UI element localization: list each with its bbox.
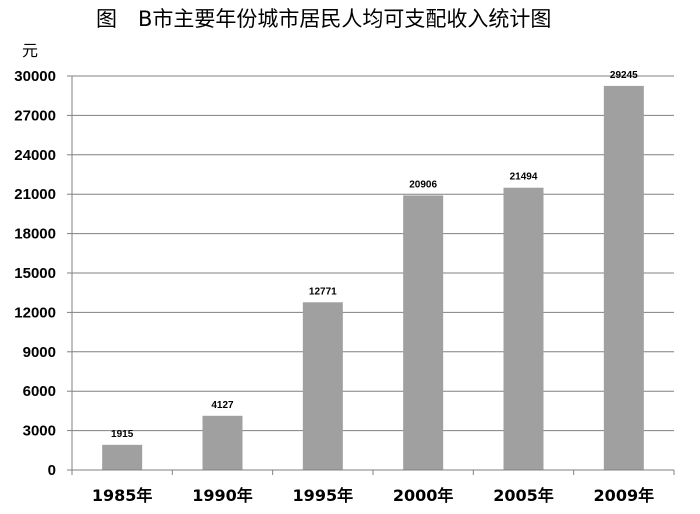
- y-tick-label: 30000: [14, 68, 56, 85]
- y-tick-label: 15000: [14, 265, 56, 282]
- bar-2005年: [503, 187, 544, 470]
- x-tick-label: 1990年: [192, 486, 253, 505]
- data-label: 12771: [309, 286, 337, 297]
- y-tick-label: 6000: [23, 383, 56, 400]
- y-tick-label: 0: [48, 462, 56, 479]
- y-axis-unit: 元: [22, 41, 38, 60]
- x-tick-label: 2000年: [393, 486, 454, 505]
- x-axis-ticks: 1985年 1990年 1995年 2000年 2005年 2009年: [92, 486, 654, 505]
- y-axis-ticks: 0 3000 6000 9000 12000 15000 18000 21000 24000 27…: [14, 68, 72, 479]
- data-label: 1915: [111, 429, 134, 440]
- y-tick-label: 12000: [14, 304, 56, 321]
- bar-2009年: [603, 85, 644, 471]
- y-tick-label: 3000: [23, 423, 56, 440]
- chart-title: 图 B市主要年份城市居民人均可支配收入统计图: [96, 7, 551, 31]
- bar-1985年: [102, 444, 143, 470]
- x-tick-label: 1985年: [92, 486, 153, 505]
- y-tick-label: 27000: [14, 107, 56, 124]
- x-axis: [71, 76, 675, 475]
- data-label: 29245: [610, 70, 638, 81]
- x-tick-label: 2005年: [493, 486, 554, 505]
- data-labels: 1915 4127 12771 20906 21494 29245: [111, 70, 638, 440]
- bar-2000年: [403, 195, 444, 470]
- y-tick-label: 9000: [23, 344, 56, 361]
- y-tick-label: 18000: [14, 226, 56, 243]
- gridlines: [72, 75, 674, 432]
- data-label: 21494: [510, 172, 538, 183]
- bars: [102, 85, 644, 471]
- x-tick-label: 2009年: [594, 486, 655, 505]
- x-tick-label: 1995年: [293, 486, 354, 505]
- y-tick-label: 21000: [14, 186, 56, 203]
- bar-1995年: [302, 302, 343, 470]
- data-label: 4127: [211, 400, 234, 411]
- y-tick-label: 24000: [14, 147, 56, 164]
- data-label: 20906: [409, 179, 437, 190]
- bar-1990年: [202, 415, 243, 470]
